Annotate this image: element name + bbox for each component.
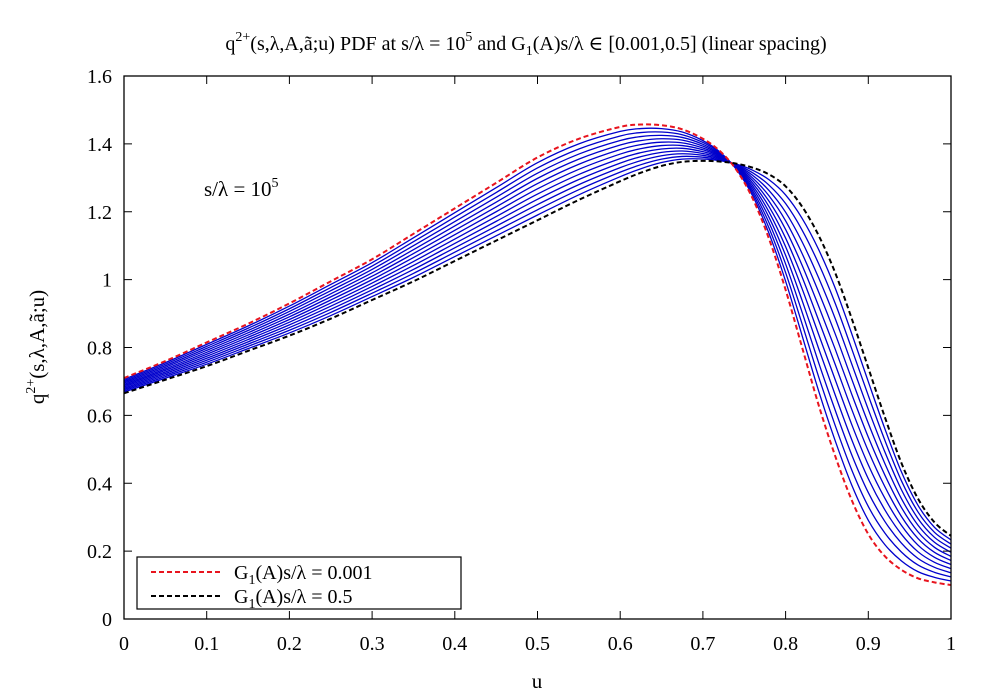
y-tick-label: 0.8 [87, 338, 112, 360]
intermediate-curve [123, 147, 952, 557]
x-tick-label: 0.1 [194, 633, 219, 655]
legend: G1(A)s/λ = 0.001 G1(A)s/λ = 0.5 [136, 556, 462, 612]
x-axis-label: u [532, 669, 543, 693]
annotation-s-lambda: s/λ = 105 [204, 176, 279, 201]
x-tick-label: 0.5 [525, 633, 550, 655]
y-tick-label: 0.4 [87, 473, 112, 495]
x-tick-label: 1 [946, 633, 956, 655]
intermediate-curve [123, 153, 952, 549]
intermediate-curve [123, 155, 952, 545]
x-tick-label: 0 [119, 633, 129, 655]
y-tick-label: 1.4 [87, 134, 112, 156]
chart-title: q2+(s,λ,A,ã;u) PDF at s/λ = 105 and G1(A… [225, 30, 826, 59]
intermediate-curve [123, 158, 952, 541]
x-tick-label: 0.2 [277, 633, 302, 655]
intermediate-curve [123, 144, 952, 562]
intermediate-curve [123, 138, 952, 570]
y-tick-label: 0.2 [87, 541, 112, 563]
y-tick-label: 0.6 [87, 405, 112, 427]
plot-frame [123, 75, 952, 620]
y-tick-label: 1 [102, 270, 112, 292]
y-tick-label: 1.6 [87, 66, 112, 88]
legend-label-black: G1(A)s/λ = 0.5 [234, 586, 353, 612]
legend-label-red: G1(A)s/λ = 0.001 [234, 562, 373, 588]
x-tick-label: 0.4 [442, 633, 467, 655]
intermediate-curve [123, 134, 952, 574]
intermediate-curve [123, 141, 952, 566]
intermediate-curve [123, 150, 952, 553]
x-tick-label: 0.9 [856, 633, 881, 655]
x-tick-label: 0.7 [690, 633, 715, 655]
series-line-black [123, 159, 952, 537]
series-line-red [123, 123, 952, 587]
y-axis-label: q2+(s,λ,A,ã;u) [24, 290, 49, 404]
x-tick-label: 0.3 [360, 633, 385, 655]
axis-ticks: 0 0.1 0.2 0.3 0.4 0.5 0.6 0.7 0.8 0.9 1 0 0.2 0.4 0.6 0… [87, 66, 956, 655]
intermediate-curve [123, 131, 952, 578]
x-tick-label: 0.6 [608, 633, 633, 655]
curves-layer [123, 123, 952, 587]
legend-box [136, 556, 462, 610]
y-tick-label: 0 [102, 609, 112, 631]
y-tick-label: 1.2 [87, 202, 112, 224]
x-tick-label: 0.8 [773, 633, 798, 655]
intermediate-curve [123, 127, 952, 582]
